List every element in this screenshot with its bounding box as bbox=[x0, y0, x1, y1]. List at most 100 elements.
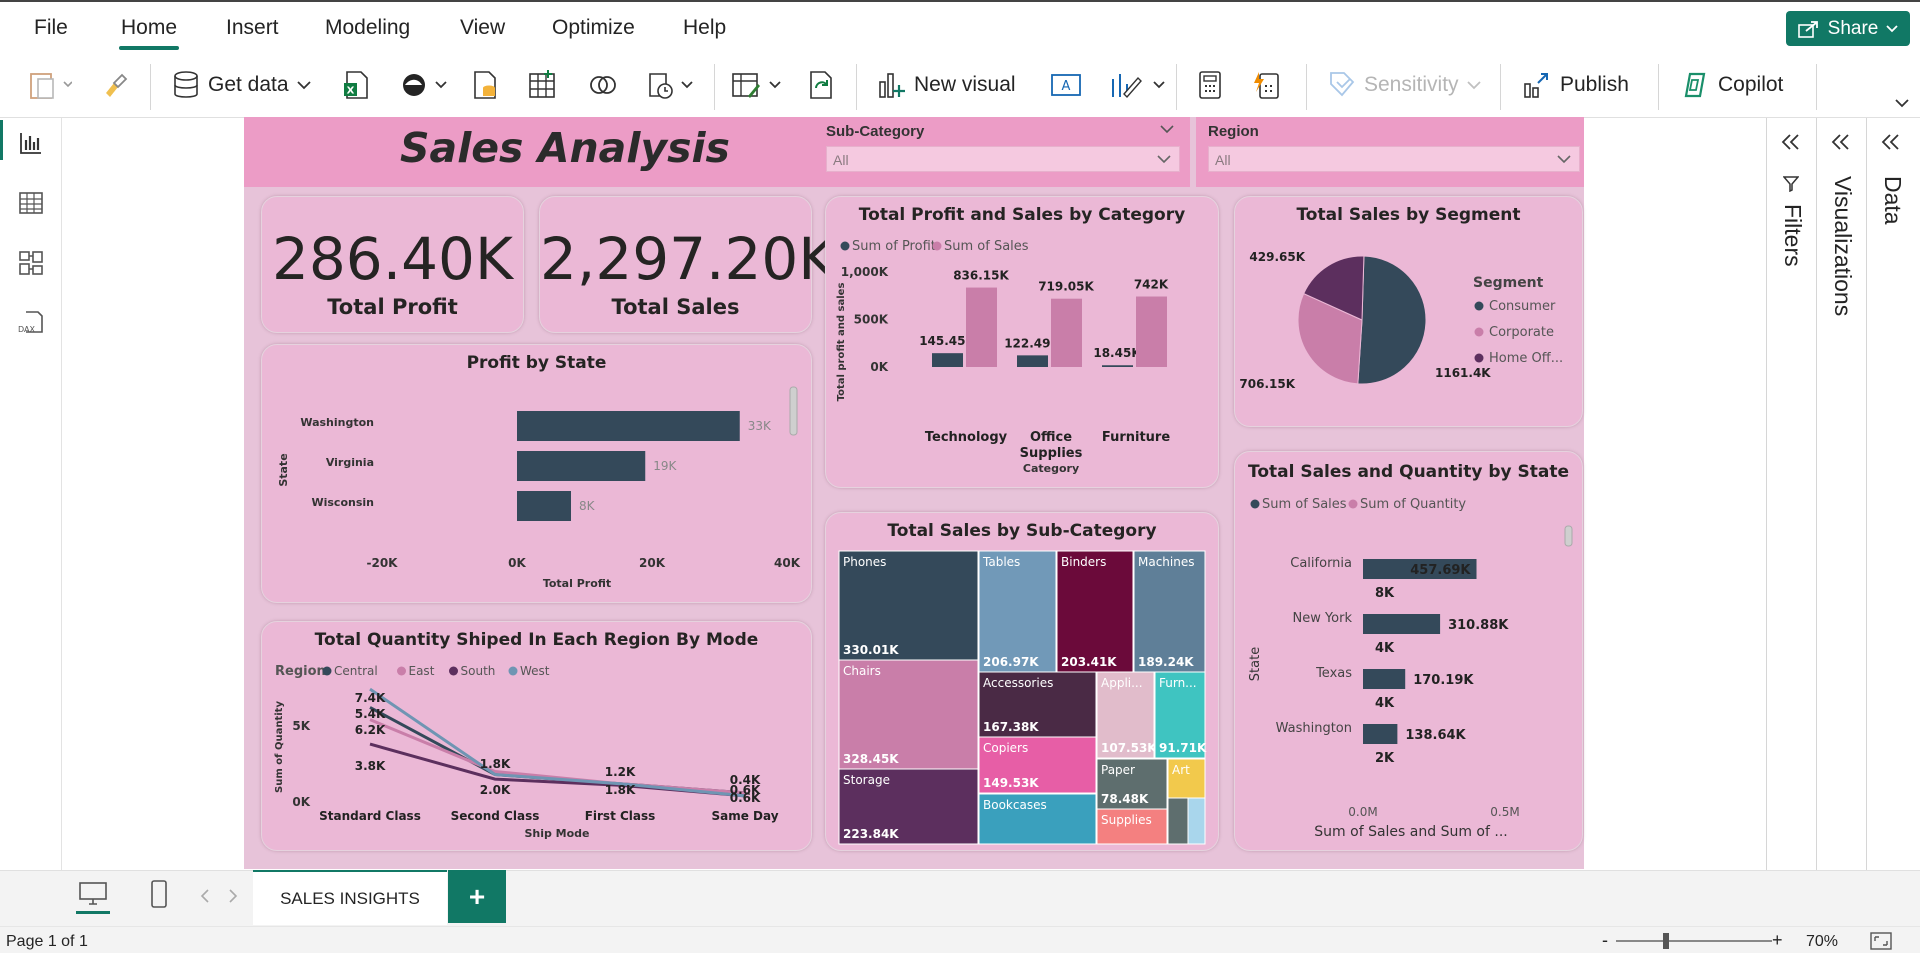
visualizations-label: Visualizations bbox=[1830, 176, 1856, 317]
tile-label: Furn... bbox=[1159, 676, 1197, 690]
region-dropdown[interactable]: All bbox=[1208, 146, 1580, 172]
menu-home[interactable]: Home bbox=[121, 16, 178, 39]
treemap-tile bbox=[1096, 808, 1168, 845]
treemap-tile bbox=[1187, 797, 1206, 845]
model-view-icon[interactable] bbox=[18, 250, 44, 276]
treemap-tile bbox=[1167, 797, 1189, 845]
filters-pane[interactable]: Filters bbox=[1766, 118, 1816, 870]
tile-label: Machines bbox=[1138, 555, 1194, 569]
dropdown-value: All bbox=[833, 152, 849, 168]
profit-sales-category-visual[interactable]: Total Profit and Sales by Category Sum o… bbox=[825, 196, 1219, 488]
x-tick-label: -20K bbox=[367, 556, 399, 570]
menu-modeling[interactable]: Modeling bbox=[325, 16, 411, 39]
desktop-layout-icon[interactable] bbox=[78, 881, 108, 907]
sensitivity-label: Sensitivity bbox=[1364, 73, 1459, 96]
menu-view[interactable]: View bbox=[460, 16, 506, 39]
menu-file[interactable]: File bbox=[34, 16, 68, 39]
expand-icon[interactable] bbox=[1831, 134, 1851, 150]
zoom-thumb[interactable] bbox=[1663, 933, 1669, 949]
share-button[interactable]: Share bbox=[1786, 11, 1910, 46]
expand-icon[interactable] bbox=[1881, 134, 1901, 150]
scrollbar[interactable] bbox=[1564, 525, 1573, 547]
text-box-button[interactable]: A bbox=[1050, 68, 1082, 102]
x-axis-title: Ship Mode bbox=[524, 827, 589, 840]
publish-label: Publish bbox=[1560, 73, 1629, 96]
region-slicer[interactable]: Region All bbox=[1196, 117, 1584, 187]
kpi-label: Total Sales bbox=[611, 295, 740, 319]
add-page-button[interactable]: + bbox=[448, 870, 506, 923]
kpi-card-profit[interactable]: 286.40K Total Profit bbox=[261, 196, 524, 333]
tile-label: Paper bbox=[1101, 763, 1135, 777]
menu-insert[interactable]: Insert bbox=[226, 16, 279, 39]
new-visual-button[interactable]: New visual bbox=[876, 68, 1016, 102]
next-page-icon[interactable] bbox=[228, 889, 238, 903]
sales-by-subcategory-visual[interactable]: Total Sales by Sub-Category Phones 330.01… bbox=[825, 512, 1219, 851]
legend-marker bbox=[449, 666, 458, 676]
treemap-tile bbox=[838, 550, 979, 661]
clipboard-icon bbox=[30, 73, 72, 99]
get-data-button[interactable]: Get data bbox=[172, 68, 311, 102]
mobile-layout-icon[interactable] bbox=[149, 879, 169, 909]
series-line bbox=[369, 718, 746, 795]
treemap-tile bbox=[1154, 671, 1206, 759]
dataverse-button[interactable] bbox=[588, 68, 618, 102]
excel-button[interactable]: X bbox=[342, 68, 370, 102]
recent-sources-button[interactable] bbox=[646, 68, 694, 102]
visual-title: Profit by State bbox=[466, 353, 607, 373]
quantity-region-mode-visual[interactable]: Total Quantity Shiped In Each Region By … bbox=[261, 621, 812, 851]
treemap-tile bbox=[978, 793, 1097, 845]
subcategory-slicer[interactable]: Sub-Category All bbox=[814, 117, 1190, 187]
enter-data-button[interactable] bbox=[528, 68, 556, 102]
paste-button[interactable] bbox=[28, 68, 72, 102]
copilot-button[interactable]: Copilot bbox=[1680, 68, 1783, 102]
format-painter-button[interactable] bbox=[100, 68, 128, 102]
slicer-label: Sub-Category bbox=[826, 123, 925, 140]
report-view-icon[interactable] bbox=[18, 130, 44, 156]
tab-sales-insights[interactable]: SALES INSIGHTS bbox=[253, 870, 447, 925]
zoom-slider[interactable] bbox=[1616, 940, 1772, 942]
quick-measure-button[interactable] bbox=[1252, 68, 1282, 102]
visualizations-pane[interactable]: Visualizations bbox=[1816, 118, 1866, 870]
x-axis-title: Sum of Sales and Sum of ... bbox=[1314, 824, 1507, 840]
bar bbox=[517, 451, 646, 481]
subcategory-dropdown[interactable]: All bbox=[826, 146, 1180, 172]
zoom-out-button[interactable]: - bbox=[1602, 930, 1608, 950]
sales-quantity-state-visual[interactable]: Total Sales and Quantity by State Sum of… bbox=[1234, 451, 1583, 851]
new-visual-icon bbox=[879, 73, 905, 98]
scrollbar[interactable] bbox=[789, 386, 798, 436]
active-layout-indicator bbox=[76, 911, 110, 914]
publish-button[interactable]: Publish bbox=[1522, 68, 1629, 102]
chevron-down-icon bbox=[1557, 155, 1571, 164]
excel-icon: X bbox=[344, 71, 368, 99]
menu-help[interactable]: Help bbox=[683, 16, 727, 39]
refresh-button[interactable] bbox=[806, 68, 836, 102]
expand-icon[interactable] bbox=[1781, 134, 1801, 150]
zoom-in-button[interactable]: + bbox=[1772, 930, 1783, 950]
new-measure-button[interactable] bbox=[1196, 68, 1224, 102]
collapse-ribbon-icon[interactable] bbox=[1895, 99, 1909, 108]
profit-by-state-visual[interactable]: Profit by State State Total Profit -20K 0… bbox=[261, 344, 812, 603]
chevron-down-icon[interactable] bbox=[1160, 125, 1174, 134]
sensitivity-button[interactable]: Sensitivity bbox=[1328, 68, 1481, 102]
onelake-icon bbox=[403, 74, 447, 96]
visual-title: Total Quantity Shiped In Each Region By … bbox=[314, 630, 759, 650]
dax-query-view-icon[interactable]: DAX bbox=[18, 310, 44, 336]
menu-optimize[interactable]: Optimize bbox=[552, 16, 635, 39]
data-pane[interactable]: Data bbox=[1866, 118, 1920, 870]
prev-page-icon[interactable] bbox=[200, 889, 210, 903]
tile-value: 189.24K bbox=[1138, 655, 1194, 669]
kpi-card-sales[interactable]: 2,297.20K Total Sales bbox=[539, 196, 836, 333]
table-view-icon[interactable] bbox=[18, 190, 44, 216]
sql-server-button[interactable] bbox=[470, 68, 498, 102]
fit-to-page-icon[interactable] bbox=[1870, 932, 1892, 950]
kpi-label: Total Profit bbox=[327, 295, 458, 319]
tile-label: Phones bbox=[843, 555, 886, 569]
sales-by-segment-visual[interactable]: Total Sales by Segment Segment 1161.4K 70… bbox=[1234, 196, 1583, 427]
data-label: 7.4K bbox=[355, 691, 386, 705]
tile-label: Binders bbox=[1061, 555, 1106, 569]
refresh-icon bbox=[810, 71, 832, 99]
more-visuals-button[interactable] bbox=[1110, 68, 1166, 102]
transform-data-button[interactable] bbox=[730, 68, 782, 102]
dropdown-value: All bbox=[1215, 152, 1231, 168]
fabric-hub-button[interactable] bbox=[400, 68, 448, 102]
